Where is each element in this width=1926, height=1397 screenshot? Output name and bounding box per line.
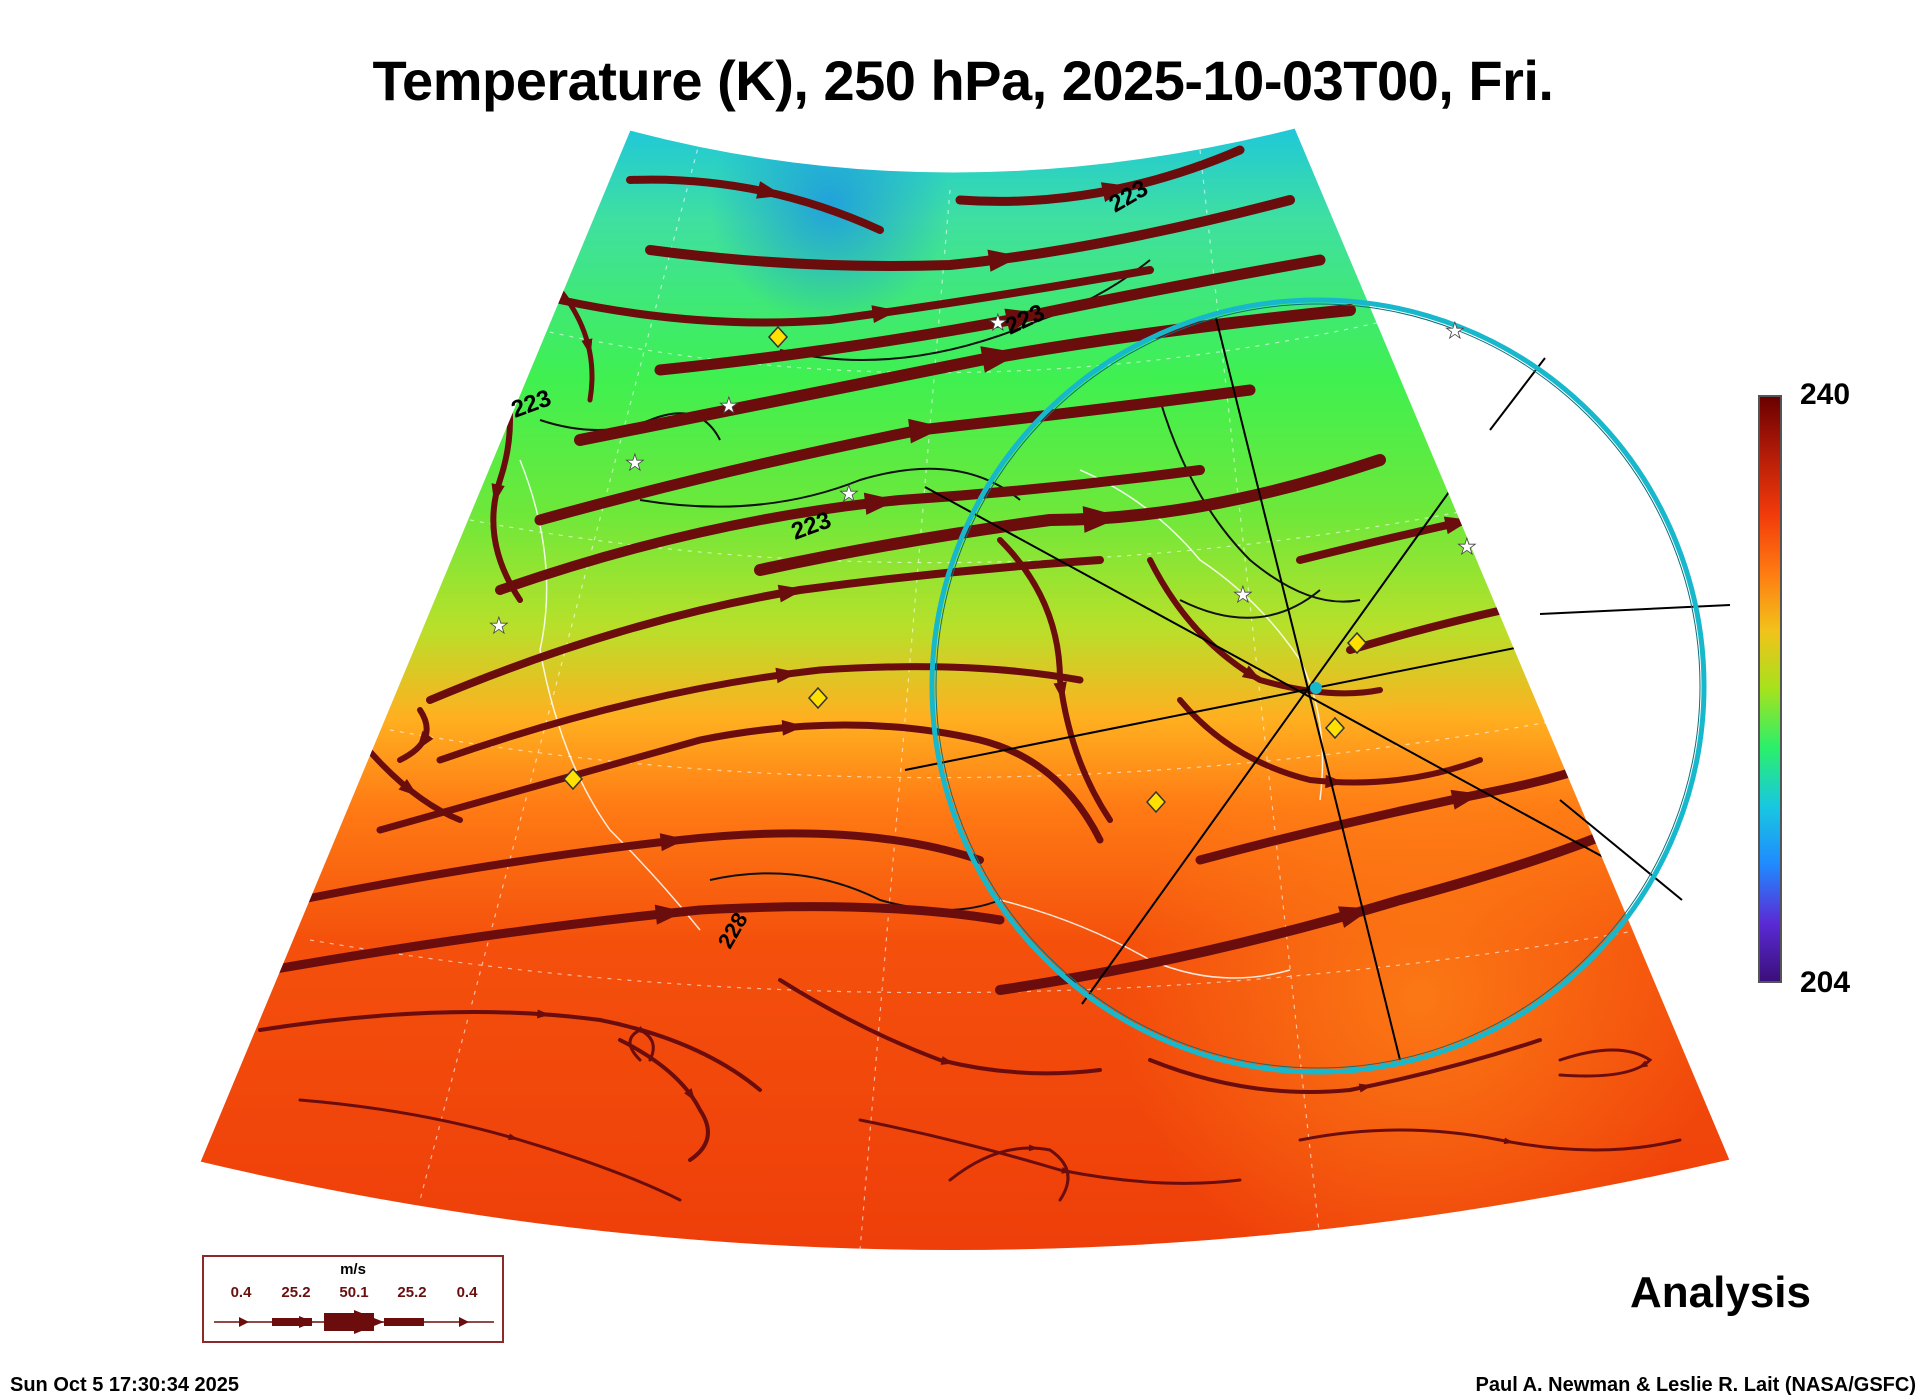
streamline-arrow bbox=[684, 1088, 696, 1102]
streamline-arrow bbox=[537, 1009, 551, 1019]
legend-unit: m/s bbox=[340, 1261, 366, 1278]
streamline-arrow bbox=[1503, 1137, 1514, 1145]
star-icon: ★ bbox=[625, 451, 645, 476]
streamline-arrow bbox=[1100, 182, 1132, 203]
diamond-icon bbox=[1346, 631, 1368, 655]
streamline bbox=[626, 175, 884, 234]
credit: Paul A. Newman & Leslie R. Lait (NASA/GS… bbox=[1475, 1374, 1916, 1396]
streamline-arrow bbox=[1241, 665, 1262, 682]
star-icon: ★ bbox=[988, 311, 1008, 336]
star-icon: ★ bbox=[839, 482, 859, 507]
legend-value: 25.2 bbox=[281, 1284, 311, 1301]
streamline bbox=[265, 902, 1005, 975]
streamline-arrow bbox=[980, 346, 1021, 373]
streamline-arrow bbox=[775, 667, 799, 684]
streamline-arrow bbox=[871, 305, 899, 324]
star-icon: ★ bbox=[719, 394, 739, 419]
streamline-arrow bbox=[1082, 506, 1122, 533]
streamline-arrow bbox=[781, 719, 805, 736]
colorbar-max-label: 240 bbox=[1800, 378, 1851, 411]
streamline-arrow bbox=[987, 249, 1021, 272]
page-title: Temperature (K), 250 hPa, 2025-10-03T00,… bbox=[372, 49, 1554, 112]
streamline-arrow bbox=[416, 730, 434, 751]
star-icon: ★ bbox=[1233, 583, 1253, 608]
star-icon: ★ bbox=[1445, 319, 1465, 344]
streamline bbox=[754, 454, 1386, 576]
streamline-arrow bbox=[1053, 681, 1067, 702]
streamline bbox=[778, 978, 1102, 1076]
streamline bbox=[1148, 1038, 1542, 1094]
streamline-arrow bbox=[659, 833, 687, 852]
streamline bbox=[955, 145, 1245, 206]
streamline-arrow bbox=[654, 904, 685, 925]
streamline-arrow bbox=[863, 492, 897, 515]
legend-value: 25.2 bbox=[397, 1284, 427, 1301]
streamline bbox=[436, 663, 1084, 764]
legend-value: 50.1 bbox=[339, 1284, 369, 1301]
streamline-arrow bbox=[777, 584, 805, 603]
timestamp: Sun Oct 5 17:30:34 2025 bbox=[10, 1374, 240, 1396]
target-ring-inner bbox=[935, 303, 1701, 1069]
star-icon: ★ bbox=[1457, 535, 1477, 560]
analysis-label: Analysis bbox=[1630, 1268, 1811, 1317]
streamline bbox=[1558, 1048, 1653, 1078]
streamline-arrow bbox=[491, 483, 505, 504]
streamline-arrow bbox=[1503, 600, 1530, 619]
streamline bbox=[645, 195, 1295, 271]
streamline-arrow bbox=[1358, 1083, 1373, 1093]
streamline-arrow bbox=[940, 1056, 955, 1065]
streamline-arrow bbox=[636, 1026, 647, 1035]
star-icon: ★ bbox=[489, 614, 509, 639]
streamline-arrow bbox=[398, 778, 418, 797]
legend-value: 0.4 bbox=[456, 1284, 478, 1301]
colorbar-min-label: 204 bbox=[1800, 966, 1851, 999]
streamline bbox=[997, 537, 1113, 823]
wind-speed-legend: m/s 0.4 25.2 50.1 25.2 0.4 bbox=[202, 1255, 504, 1343]
diamond-icon bbox=[767, 325, 789, 349]
map-border bbox=[199, 127, 1731, 1251]
streamline bbox=[574, 304, 1356, 446]
streamline-arrow bbox=[1004, 308, 1042, 333]
center-marker[interactable] bbox=[1310, 682, 1322, 694]
streamline-arrow bbox=[756, 181, 784, 199]
streamline-arrow bbox=[1450, 789, 1481, 810]
streamline bbox=[298, 1098, 682, 1202]
diamond-icon bbox=[1324, 716, 1346, 740]
legend-arrow bbox=[214, 1310, 494, 1334]
target-ring[interactable] bbox=[929, 297, 1707, 1075]
streamline-arrow bbox=[1638, 1060, 1649, 1069]
diamond-icon bbox=[807, 686, 829, 710]
streamline bbox=[858, 1118, 1242, 1185]
streamline bbox=[1298, 1128, 1682, 1152]
streamline bbox=[258, 1010, 762, 1092]
diamond-icon bbox=[1145, 790, 1167, 814]
streamline-arrow bbox=[908, 418, 945, 444]
streamline-arrow bbox=[1028, 1144, 1039, 1152]
legend-value: 0.4 bbox=[230, 1284, 252, 1301]
streamline bbox=[556, 266, 1154, 327]
diamond-icon bbox=[562, 767, 584, 791]
streamline-arrow bbox=[508, 1133, 519, 1140]
streamline-arrow bbox=[581, 338, 593, 356]
colorbar bbox=[1758, 395, 1782, 983]
streamline bbox=[1177, 697, 1483, 786]
streamline bbox=[948, 1146, 1070, 1202]
